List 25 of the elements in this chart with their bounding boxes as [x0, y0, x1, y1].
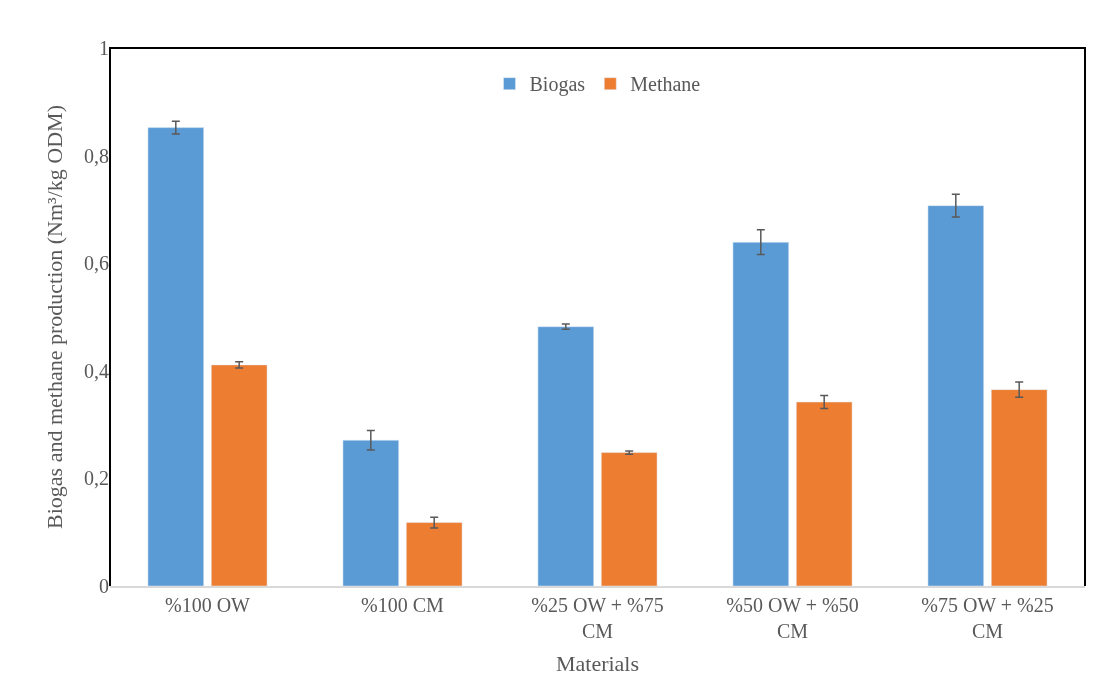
bar — [927, 205, 984, 586]
x-tick-label: %100 OW — [165, 594, 251, 616]
x-tick-label: %50 OW + %50 CM — [726, 594, 859, 642]
y-tick-label: 0 — [99, 575, 109, 597]
bar — [537, 326, 594, 586]
x-tick-label: %75 OW + %25 CM — [921, 594, 1054, 642]
bar — [211, 364, 268, 586]
y-tick-label: 1 — [99, 37, 109, 59]
y-tick-label: 0,2 — [84, 467, 109, 490]
x-tick-label: %25 OW + %75 CM — [531, 594, 664, 642]
y-tick-label: 0,8 — [84, 144, 109, 167]
bar — [732, 241, 789, 586]
bar — [601, 452, 658, 586]
bar — [147, 127, 204, 586]
x-tick-label: %100 CM — [361, 594, 445, 616]
y-tick-label: 0,6 — [84, 252, 109, 275]
bar — [406, 522, 463, 586]
bar — [796, 401, 853, 586]
y-tick-label: 0,4 — [84, 359, 109, 382]
bar — [991, 389, 1048, 586]
legend-label: Biogas — [529, 73, 586, 97]
bar — [342, 439, 399, 586]
legend-label: Methane — [630, 73, 701, 96]
x-axis-title: Materials — [555, 651, 640, 677]
y-axis-title: Biogas and methane production (Nm³/kg ODM) — [41, 105, 67, 529]
